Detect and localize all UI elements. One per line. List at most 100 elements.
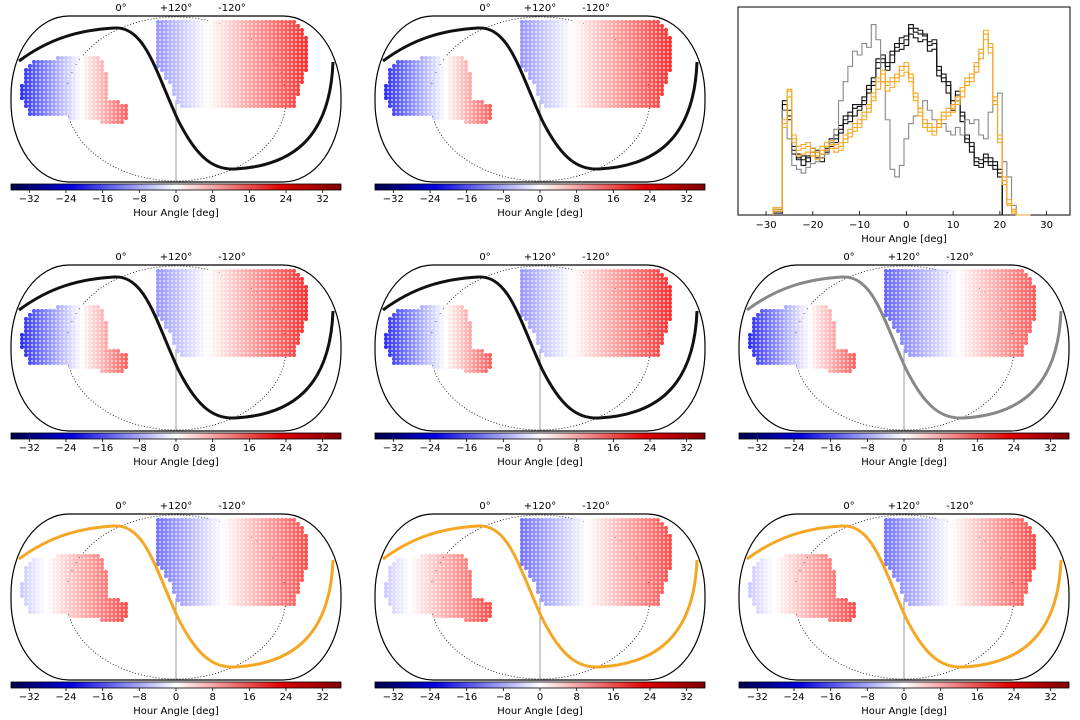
- footprint-dot: [415, 59, 421, 65]
- footprint-dot: [639, 288, 645, 294]
- footprint-dot: [655, 296, 661, 302]
- footprint-dot: [607, 35, 613, 41]
- footprint-dot: [223, 19, 229, 25]
- footprint-dot: [915, 284, 921, 290]
- footprint-dot: [451, 95, 457, 101]
- footprint-dot: [643, 51, 649, 57]
- footprint-dot: [255, 320, 261, 326]
- footprint-dot: [219, 91, 225, 97]
- footprint-dot: [199, 59, 205, 65]
- footprint-dot: [643, 79, 649, 85]
- footprint-dot: [247, 31, 253, 37]
- footprint-dot: [287, 308, 293, 314]
- footprint-dot: [531, 284, 537, 290]
- footprint-dot: [635, 276, 641, 282]
- footprint-dot: [467, 320, 473, 326]
- footprint-dot: [283, 23, 289, 29]
- footprint-dot: [919, 284, 925, 290]
- footprint-dot: [547, 99, 553, 105]
- footprint-dot: [227, 280, 233, 286]
- footprint-dot: [439, 348, 445, 354]
- footprint-dot: [183, 304, 189, 310]
- footprint-dot: [203, 91, 209, 97]
- footprint-dot: [275, 67, 281, 73]
- footprint-dot: [571, 43, 577, 49]
- footprint-dot: [579, 71, 585, 77]
- footprint-dot: [955, 304, 961, 310]
- footprint-dot: [239, 288, 245, 294]
- footprint-dot: [1023, 276, 1029, 282]
- footprint-dot: [199, 63, 205, 69]
- footprint-dot: [519, 288, 525, 294]
- ecliptic-curve: [382, 275, 699, 420]
- footprint-dot: [211, 79, 217, 85]
- footprint-dot: [387, 91, 393, 97]
- footprint-dot: [183, 47, 189, 53]
- footprint-dot: [455, 320, 461, 326]
- footprint-dot: [211, 284, 217, 290]
- footprint-dot: [403, 75, 409, 81]
- footprint-dot: [239, 43, 245, 49]
- footprint-dot: [403, 340, 409, 346]
- footprint-dot: [83, 95, 89, 101]
- footprint-dot: [207, 51, 213, 57]
- footprint-dot: [235, 304, 241, 310]
- footprint-dot: [523, 284, 529, 290]
- footprint-dot: [231, 87, 237, 93]
- footprint-dot: [159, 304, 165, 310]
- footprint-dot: [555, 47, 561, 53]
- footprint-dot: [435, 336, 441, 342]
- footprint-dot: [551, 336, 557, 342]
- footprint-dot: [887, 296, 893, 302]
- footprint-dot: [195, 75, 201, 81]
- x-tick-label: −20: [802, 220, 823, 231]
- footprint-dot: [67, 55, 73, 61]
- footprint-dot: [107, 360, 113, 366]
- footprint-dot: [51, 79, 57, 85]
- footprint-dot: [271, 292, 277, 298]
- footprint-dot: [387, 324, 393, 330]
- footprint-dot: [455, 344, 461, 350]
- footprint-dot: [87, 316, 93, 322]
- footprint-dot: [479, 368, 485, 374]
- footprint-dot: [539, 332, 545, 338]
- footprint-dot: [583, 19, 589, 25]
- footprint-dot: [87, 312, 93, 318]
- footprint-dot: [943, 296, 949, 302]
- footprint-dot: [439, 356, 445, 362]
- footprint-dot: [635, 312, 641, 318]
- footprint-dot: [543, 51, 549, 57]
- footprint-dot: [991, 280, 997, 286]
- footprint-dot: [619, 47, 625, 53]
- footprint-dot: [655, 352, 661, 358]
- footprint-dot: [563, 75, 569, 81]
- footprint-dot: [119, 111, 125, 117]
- footprint-dot: [203, 59, 209, 65]
- colorbar-tick-label: 32: [680, 443, 693, 454]
- footprint-dot: [539, 320, 545, 326]
- footprint-dot: [419, 75, 425, 81]
- footprint-dot: [435, 344, 441, 350]
- footprint-dot: [91, 63, 97, 69]
- footprint-dot: [215, 35, 221, 41]
- footprint-dot: [631, 288, 637, 294]
- footprint-dot: [895, 268, 901, 274]
- footprint-dot: [531, 288, 537, 294]
- footprint-dot: [59, 99, 65, 105]
- footprint-dot: [47, 95, 53, 101]
- footprint-dot: [427, 83, 433, 89]
- footprint-dot: [539, 288, 545, 294]
- footprint-dot: [627, 292, 633, 298]
- footprint-dot: [187, 272, 193, 278]
- footprint-dot: [399, 308, 405, 314]
- footprint-dot: [891, 288, 897, 294]
- footprint-dot: [571, 51, 577, 57]
- footprint-dot: [647, 284, 653, 290]
- footprint-dot: [471, 356, 477, 362]
- footprint-dot: [615, 47, 621, 53]
- footprint-dot: [567, 91, 573, 97]
- footprint-dot: [971, 284, 977, 290]
- footprint-dot: [243, 87, 249, 93]
- footprint-dot: [447, 83, 453, 89]
